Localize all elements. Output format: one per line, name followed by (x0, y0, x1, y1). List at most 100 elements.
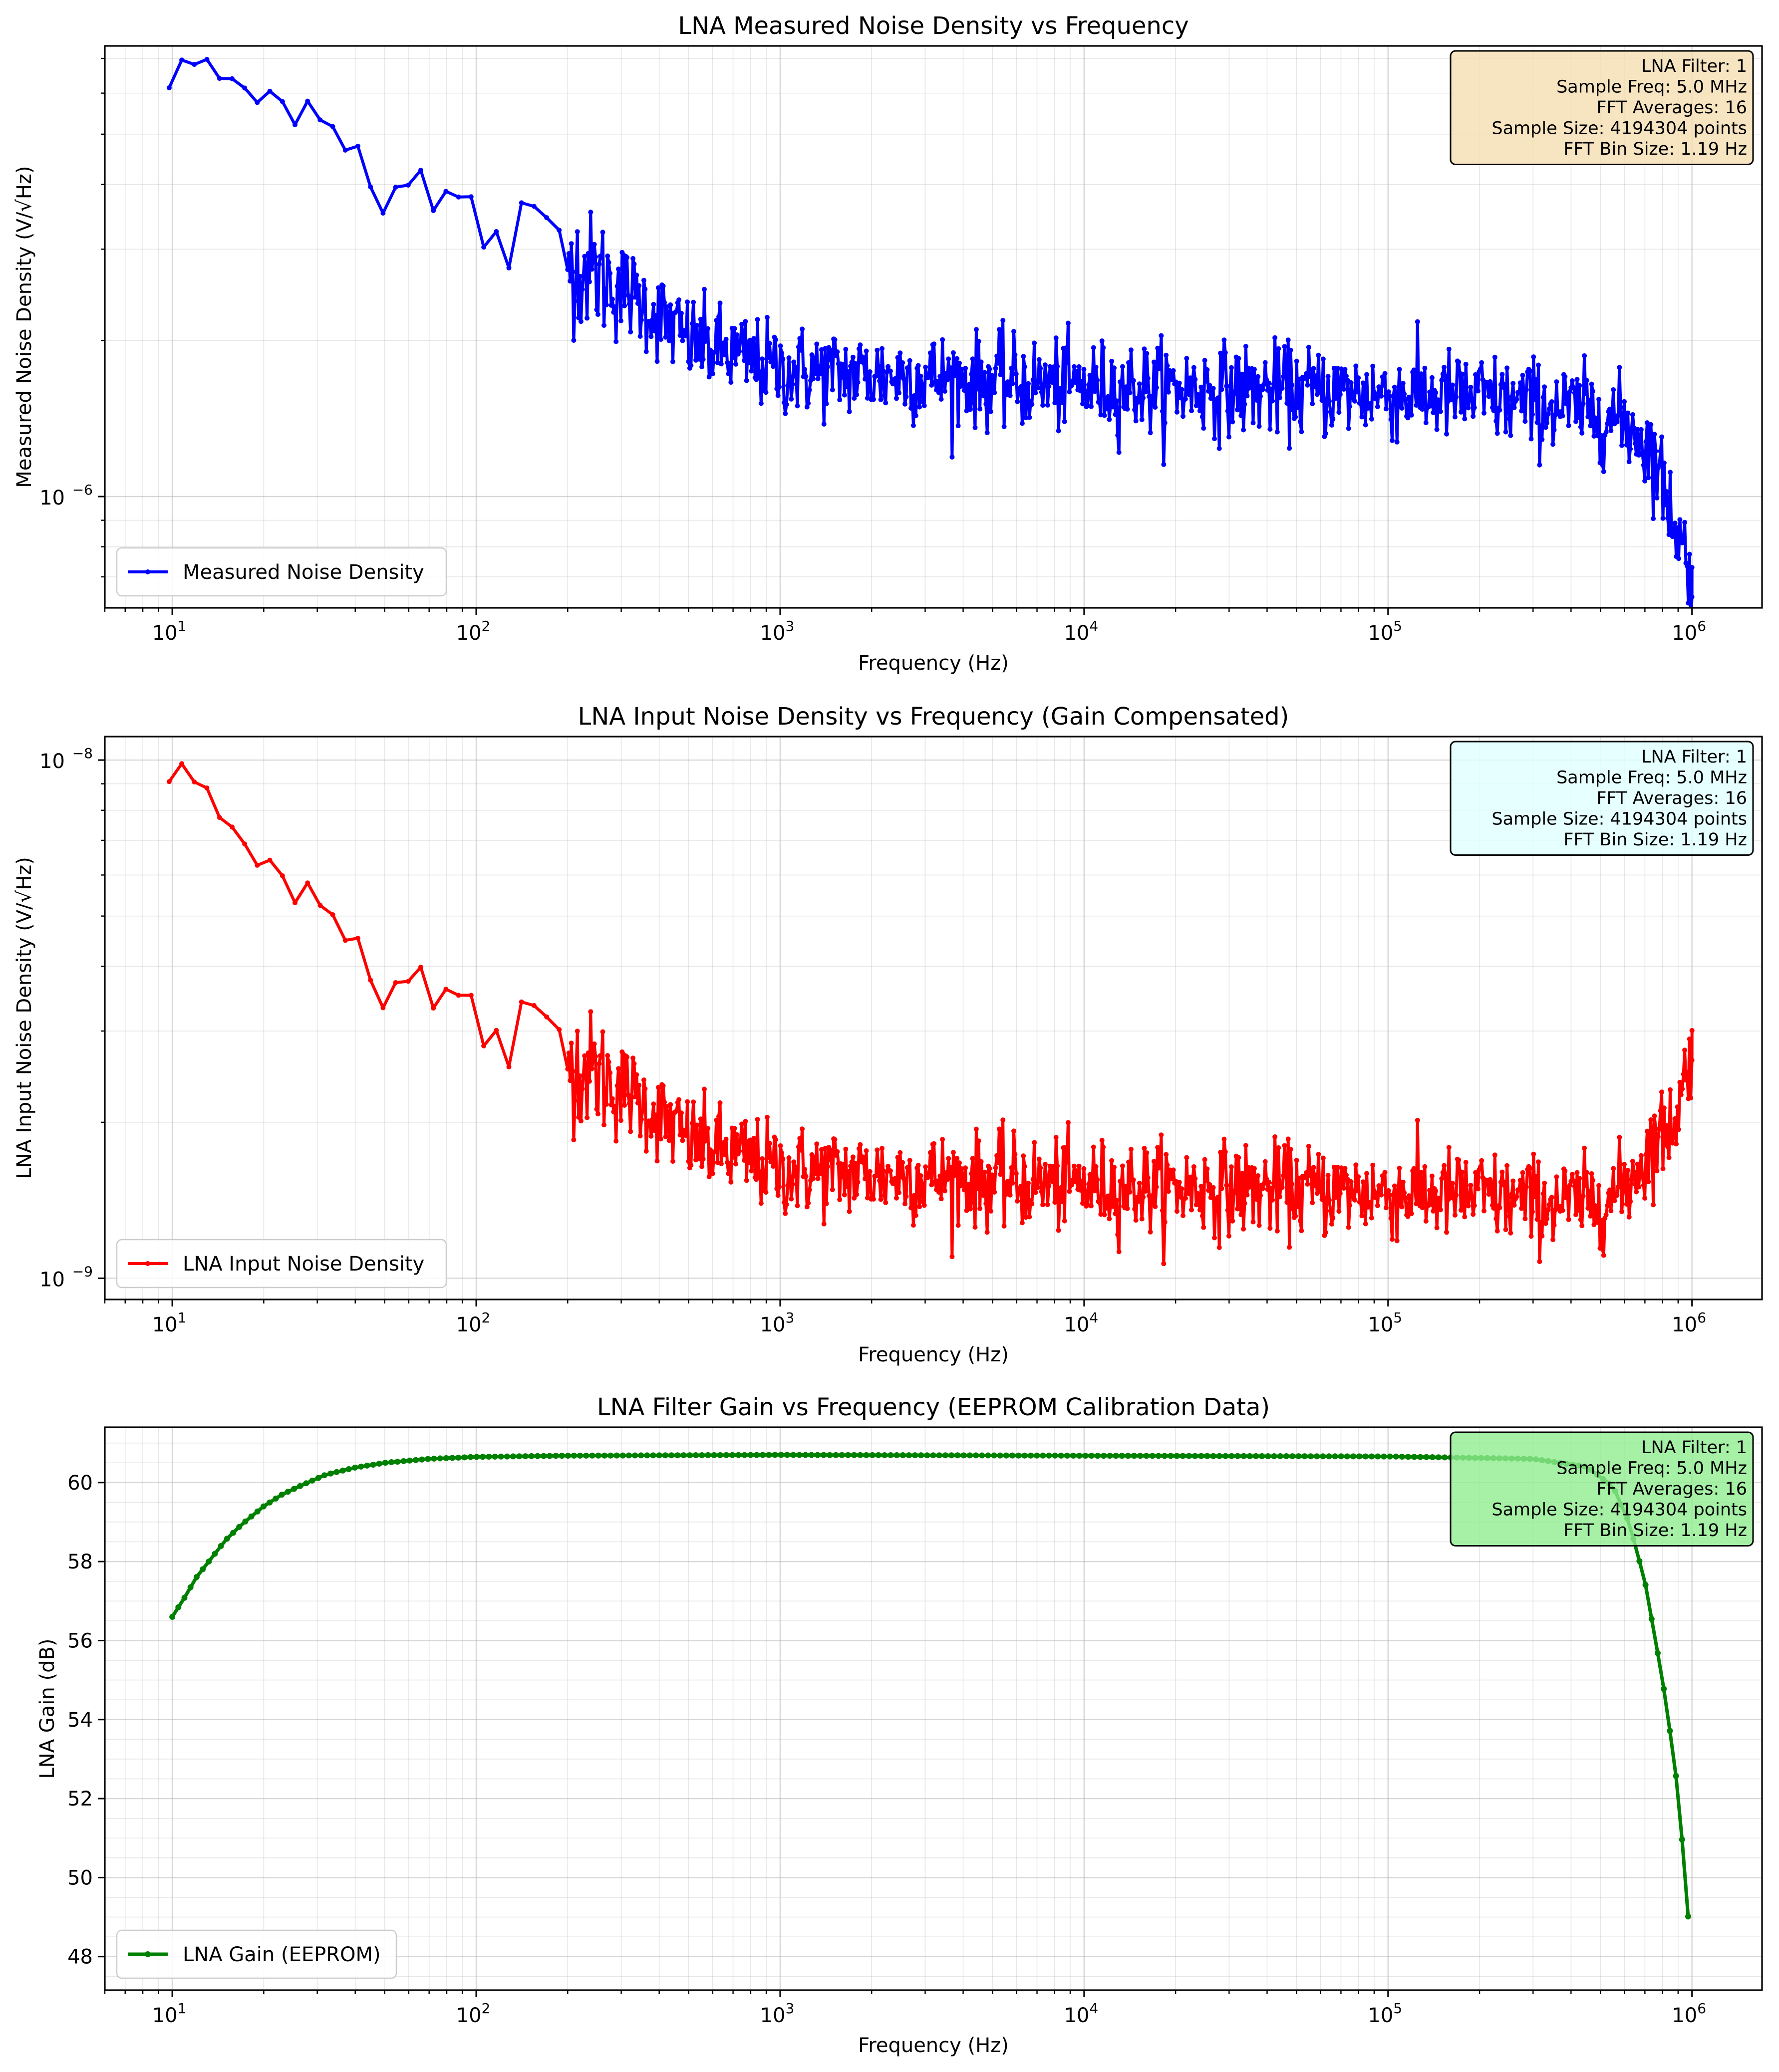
data-point (1000, 1117, 1006, 1123)
data-point (1143, 1189, 1148, 1194)
data-point (1503, 429, 1508, 435)
data-point (637, 1133, 643, 1139)
data-point (1463, 1160, 1469, 1165)
data-point (848, 363, 853, 369)
data-point (1641, 463, 1646, 468)
data-point (1596, 397, 1602, 402)
x-axis-label: Frequency (Hz) (858, 1343, 1009, 1366)
data-point (1207, 383, 1212, 388)
data-point (1267, 1226, 1273, 1231)
data-point (1520, 1170, 1525, 1175)
data-point (1003, 1452, 1009, 1459)
data-point (758, 1201, 764, 1206)
data-point (710, 371, 715, 377)
data-point (1387, 1453, 1393, 1460)
info-line: LNA Filter: 1 (1641, 747, 1747, 767)
data-point (919, 381, 924, 386)
data-point (522, 1453, 529, 1460)
data-point (1452, 414, 1458, 420)
data-point (814, 1141, 820, 1147)
data-point (1450, 382, 1456, 388)
data-point (1133, 418, 1139, 424)
data-point (780, 1156, 786, 1162)
data-point (368, 978, 373, 983)
data-point (1567, 389, 1572, 394)
data-point (1007, 393, 1013, 398)
data-point (1397, 367, 1402, 372)
data-point (839, 1452, 845, 1458)
data-point (1469, 397, 1475, 402)
data-point (622, 1102, 627, 1108)
y-axis: 10−910−8 (39, 745, 105, 1291)
data-point (1034, 1178, 1039, 1184)
data-point (1050, 1179, 1055, 1185)
data-point (1162, 1453, 1168, 1459)
data-point (1055, 364, 1060, 369)
data-point (1660, 1166, 1666, 1171)
data-point (1313, 373, 1319, 379)
data-point (1409, 412, 1414, 418)
data-point (777, 1184, 782, 1190)
data-point (634, 1072, 639, 1077)
data-point (821, 1221, 827, 1227)
data-point (997, 1452, 1003, 1459)
data-point (882, 1193, 887, 1198)
data-point (1095, 378, 1100, 383)
data-point (1081, 1166, 1087, 1171)
data-point (705, 326, 711, 331)
data-point (1170, 377, 1175, 382)
data-point (1586, 397, 1592, 403)
measured-series (166, 57, 1695, 608)
data-point (954, 1452, 961, 1459)
data-point (772, 1452, 778, 1458)
data-point (1421, 393, 1426, 398)
data-point (674, 1108, 679, 1114)
data-point (1283, 1453, 1289, 1459)
data-point (1506, 1214, 1512, 1219)
data-point (1434, 1225, 1440, 1231)
data-point (669, 1124, 674, 1129)
data-point (905, 1452, 912, 1459)
data-point (1672, 1116, 1678, 1121)
data-point (895, 1155, 900, 1160)
data-point (1519, 1206, 1524, 1211)
info-line: Sample Size: 4194304 points (1491, 119, 1747, 139)
data-point (587, 1078, 592, 1084)
data-point (1618, 404, 1623, 410)
data-point (1192, 1176, 1198, 1181)
data-point (1375, 1203, 1380, 1208)
data-point (794, 374, 799, 379)
data-point (1497, 407, 1502, 413)
data-point (930, 1452, 936, 1459)
data-point (467, 1454, 474, 1460)
data-point (1253, 387, 1258, 393)
data-point (733, 361, 738, 367)
data-point (1640, 450, 1645, 455)
data-point (1212, 436, 1217, 442)
data-point (987, 1166, 992, 1171)
data-point (923, 364, 928, 370)
data-point (1582, 1145, 1587, 1151)
data-point (761, 1170, 766, 1176)
data-point (1236, 356, 1241, 361)
data-point (1651, 1202, 1656, 1208)
data-point (1422, 365, 1428, 371)
data-point (1151, 1159, 1157, 1164)
data-point (668, 1452, 675, 1459)
data-point (592, 1041, 597, 1046)
data-point (1689, 565, 1695, 570)
data-point (1329, 1221, 1334, 1227)
data-point (1058, 1185, 1064, 1190)
data-point (330, 124, 335, 129)
data-point (605, 254, 610, 259)
y-axis-label: LNA Gain (dB) (36, 1638, 59, 1779)
data-point (663, 1134, 668, 1139)
data-point (1353, 363, 1359, 369)
data-point (993, 366, 998, 371)
data-point (1519, 408, 1524, 414)
data-point (989, 1172, 995, 1178)
data-point (1310, 1200, 1315, 1206)
data-point (230, 824, 235, 830)
